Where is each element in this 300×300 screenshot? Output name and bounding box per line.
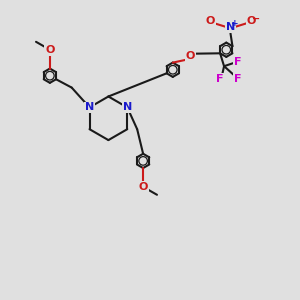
Text: F: F	[234, 57, 242, 67]
Text: O: O	[186, 51, 195, 61]
Text: O: O	[247, 16, 256, 26]
Text: F: F	[234, 74, 242, 84]
Text: N: N	[123, 102, 132, 112]
Text: −: −	[252, 14, 260, 23]
Text: F: F	[216, 74, 224, 84]
Text: O: O	[45, 45, 55, 55]
Text: O: O	[138, 182, 148, 192]
Text: O: O	[206, 16, 215, 26]
Text: N: N	[85, 102, 94, 112]
Text: N: N	[226, 22, 235, 32]
Text: +: +	[231, 19, 238, 28]
